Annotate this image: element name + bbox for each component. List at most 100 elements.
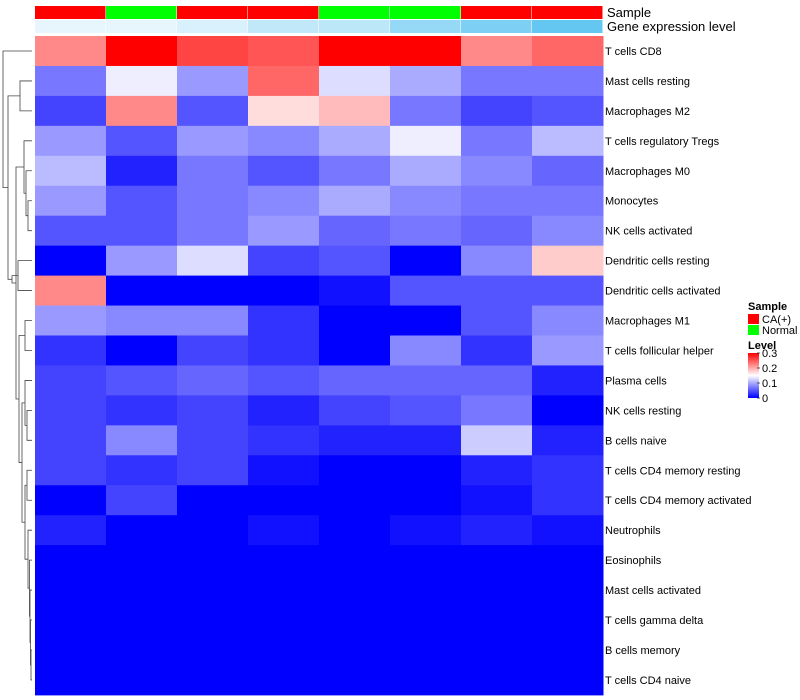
heatmap-cell [35,275,107,307]
row-label: Mast cells activated [605,585,701,597]
legend-tick-label: 0.2 [762,363,777,375]
heatmap-cell [390,155,462,187]
heatmap-cell [461,664,533,696]
heatmap-cell [532,335,604,366]
dendrogram-branch [26,469,32,501]
legend-swatch-ca [748,314,759,324]
legend-label-normal: Normal [762,325,797,337]
row-label: B cells memory [605,645,681,657]
heatmap-cell [461,155,533,187]
dendrogram-branch [23,140,32,194]
heatmap-cell [177,275,249,307]
heatmap-cell [461,635,533,666]
heatmap-cell [106,545,178,576]
dendrogram-branch [29,559,32,617]
heatmap-cell [390,545,462,576]
heatmap-cell [532,305,604,336]
heatmap-cell [390,125,462,157]
heatmap-cell [532,65,604,97]
heatmap-cell [35,455,107,486]
heatmap-cell [461,335,533,366]
heatmap-cell [177,36,249,67]
sample-annotation-cell [319,6,390,19]
heatmap-cell [177,215,249,247]
row-label: T cells follicular helper [605,345,714,357]
heatmap-cell [390,365,462,396]
heatmap-cell [319,605,391,636]
dendrogram-branch [17,260,32,291]
row-label: Dendritic cells activated [605,286,721,298]
heatmap-cell [248,395,320,426]
row-label: NK cells resting [605,405,681,417]
sample-annotation-cell [461,6,532,19]
row-label: B cells naive [605,435,667,447]
heatmap-cell [106,305,178,336]
heatmap-cell [248,155,320,187]
row-label: Plasma cells [605,375,667,387]
expression-annotation-cell [106,20,177,33]
heatmap-cell [319,155,391,187]
heatmap-cell [35,664,107,696]
heatmap-cell [35,485,107,516]
expression-annotation-cell [177,20,248,33]
expression-annotation-track [35,20,603,33]
heatmap-cell [248,605,320,636]
heatmap-cell [35,215,107,247]
heatmap-cell [461,545,533,576]
legend-tick-label: 0.3 [762,348,777,360]
heatmap-cell [532,155,604,187]
heatmap-cell [319,485,391,516]
heatmap-cell [248,485,320,516]
heatmap-cell [106,664,178,696]
heatmap-cell [461,425,533,456]
heatmap-cell [532,95,604,127]
heatmap-cell [248,365,320,396]
heatmap-cell [248,664,320,696]
heatmap-cell [461,95,533,127]
heatmap-cell [390,605,462,636]
heatmap-cell [177,335,249,366]
heatmap-cell [106,275,178,307]
row-label: T cells CD8 [605,46,662,58]
dendrogram-branch [15,166,24,400]
heatmap-cell [177,245,249,277]
heatmap-cell [177,65,249,97]
heatmap-cell [106,515,178,546]
heatmap-cell [106,125,178,157]
heatmap-cell [35,425,107,456]
row-label: Dendritic cells resting [605,256,710,268]
heatmap-cell [319,335,391,366]
heatmap-cell [461,485,533,516]
heatmap-cell [390,275,462,307]
legend-level-ticks: 0.3 0.2 0.1 0 [757,348,777,405]
row-label: NK cells activated [605,226,692,238]
heatmap-cell [390,485,462,516]
expression-annotation-cell [461,20,532,33]
heatmap-cell [532,245,604,277]
heatmap-cell [390,305,462,336]
heatmap-cell [319,575,391,606]
heatmap-cell [106,635,178,666]
heatmap-cell [532,125,604,157]
heatmap-cell [35,545,107,576]
heatmap-cell [35,335,107,366]
heatmap-cell [390,245,462,277]
heatmap-cell [461,305,533,336]
expression-annotation-cell [248,20,319,33]
heatmap-cell [319,515,391,546]
heatmap-cell [319,635,391,666]
heatmap-cell [248,95,320,127]
dendrogram-branch [25,170,32,217]
heatmap-cell [532,455,604,486]
heatmap-cell [532,515,604,546]
heatmap-cell [106,455,178,486]
legend-color-bar [748,353,759,398]
heatmap-cell [106,395,178,426]
heatmap-cell [532,664,604,696]
heatmap-cell [35,605,107,636]
heatmap-cell [461,125,533,157]
row-label: Macrophages M0 [605,166,690,178]
heatmap-cell [177,425,249,456]
heatmap-cell [319,215,391,247]
heatmap-cell [35,575,107,606]
